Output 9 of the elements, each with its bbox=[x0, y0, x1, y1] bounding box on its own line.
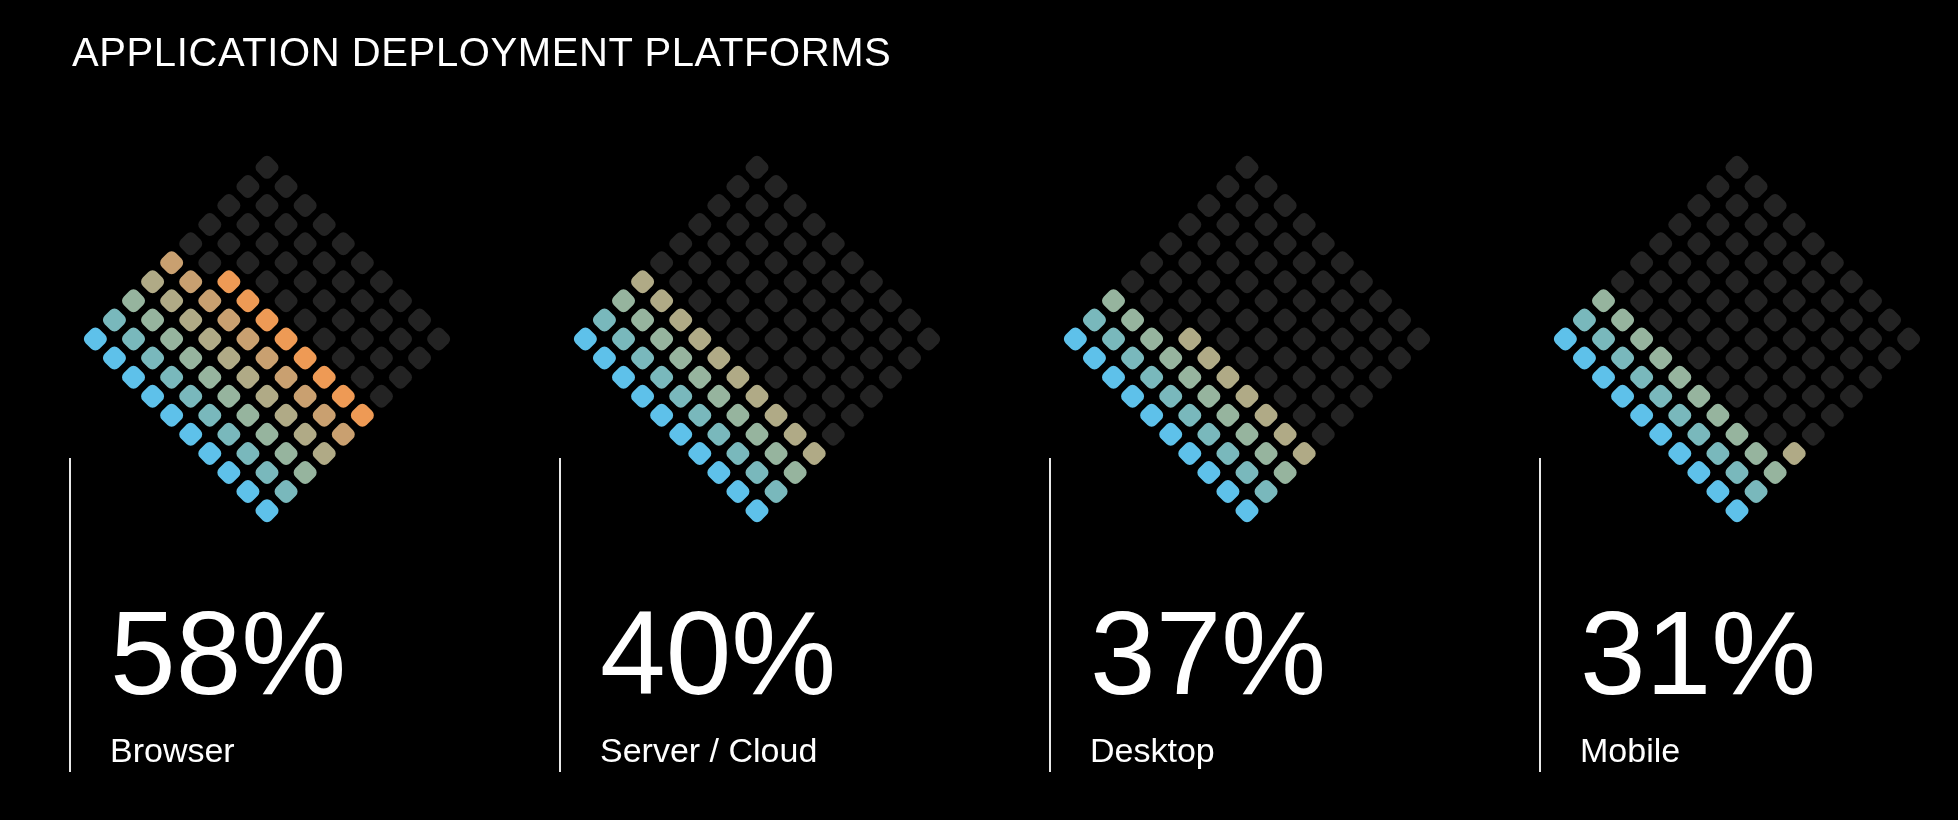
category-label: Mobile bbox=[1580, 731, 1681, 769]
data-label: 58% bbox=[110, 587, 347, 719]
category-label: Browser bbox=[110, 731, 235, 769]
data-label: 31% bbox=[1580, 587, 1817, 719]
category-label: Desktop bbox=[1090, 731, 1215, 769]
data-label: 37% bbox=[1090, 587, 1327, 719]
category-label: Server / Cloud bbox=[600, 731, 818, 769]
data-label: 40% bbox=[600, 587, 837, 719]
text: APPLICATION DEPLOYMENT PLATFORMS bbox=[72, 30, 892, 74]
